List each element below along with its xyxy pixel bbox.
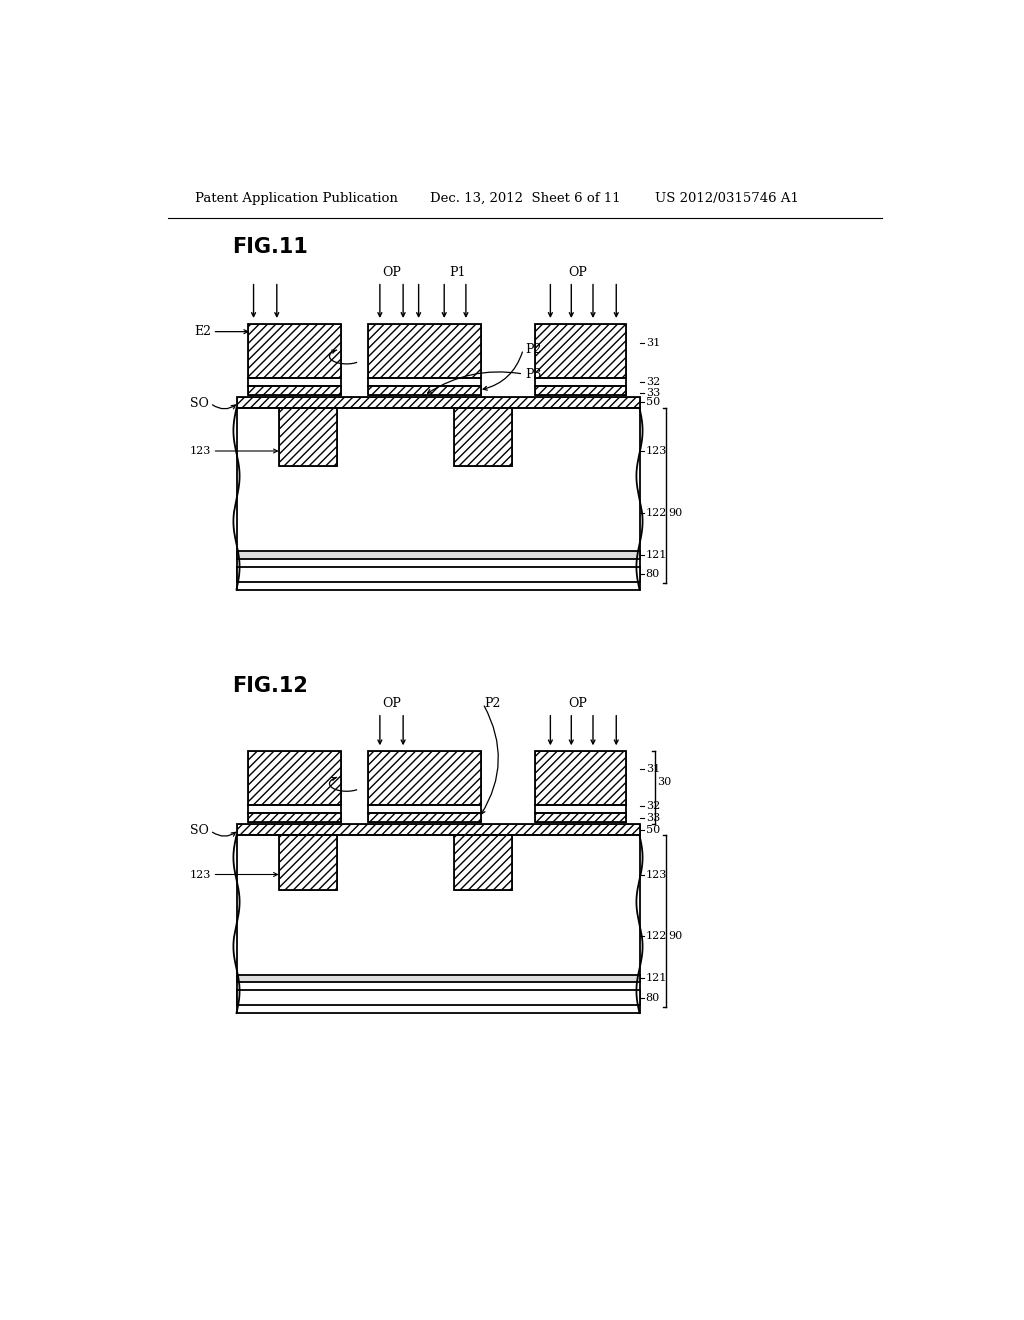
Text: P2: P2 (484, 697, 501, 710)
Text: 121: 121 (646, 550, 667, 560)
Text: P1: P1 (450, 265, 466, 279)
Bar (237, 990, 640, 1006)
Bar (237, 825, 640, 836)
Text: 30: 30 (657, 777, 672, 787)
Text: 122: 122 (646, 931, 667, 941)
Text: 90: 90 (669, 931, 682, 941)
Text: OP: OP (568, 697, 587, 710)
Text: FIG.12: FIG.12 (232, 676, 308, 696)
Bar (535, 813, 627, 822)
Bar (454, 408, 512, 466)
Bar (248, 813, 341, 822)
Text: 80: 80 (646, 569, 659, 579)
Bar (369, 378, 480, 385)
Text: 31: 31 (646, 764, 659, 774)
Text: E2: E2 (194, 325, 211, 338)
Text: OP: OP (382, 697, 401, 710)
Bar (280, 836, 337, 890)
Bar (454, 836, 512, 890)
Bar (369, 323, 480, 378)
Text: 32: 32 (646, 801, 659, 810)
Bar (237, 836, 640, 1014)
Text: 50: 50 (646, 825, 659, 834)
Bar (369, 385, 480, 395)
Bar (369, 751, 480, 805)
Bar (535, 378, 627, 385)
Bar (369, 813, 480, 822)
Bar (535, 323, 627, 378)
Bar (248, 323, 341, 378)
Bar (454, 836, 512, 890)
Bar (369, 385, 480, 395)
Text: 31: 31 (646, 338, 659, 348)
Bar (535, 385, 627, 395)
Text: P3: P3 (524, 367, 542, 380)
Bar (535, 385, 627, 395)
Text: 90: 90 (669, 508, 682, 517)
Text: 123: 123 (189, 446, 211, 455)
Bar (237, 552, 640, 558)
Bar (237, 397, 640, 408)
Bar (280, 836, 337, 890)
Text: P2: P2 (524, 343, 541, 356)
Bar (369, 751, 480, 805)
Text: 50: 50 (646, 397, 659, 408)
Bar (248, 385, 341, 395)
Text: 33: 33 (646, 388, 659, 399)
Text: 121: 121 (646, 973, 667, 983)
Text: Patent Application Publication: Patent Application Publication (196, 191, 398, 205)
Text: SO: SO (189, 824, 209, 837)
Bar (369, 813, 480, 822)
Bar (248, 813, 341, 822)
Bar (535, 751, 627, 805)
Text: SO: SO (189, 397, 209, 409)
Text: 123: 123 (646, 870, 667, 879)
Text: 123: 123 (189, 870, 211, 879)
Text: 122: 122 (646, 508, 667, 517)
Text: US 2012/0315746 A1: US 2012/0315746 A1 (655, 191, 799, 205)
Bar (248, 751, 341, 805)
Bar (454, 408, 512, 466)
Text: OP: OP (382, 265, 401, 279)
Bar (535, 751, 627, 805)
Bar (369, 323, 480, 378)
Text: OP: OP (568, 265, 587, 279)
Bar (535, 813, 627, 822)
Bar (280, 408, 337, 466)
Bar (248, 323, 341, 378)
Bar (248, 378, 341, 385)
Bar (248, 805, 341, 813)
Bar (248, 751, 341, 805)
Bar (248, 385, 341, 395)
Bar (535, 323, 627, 378)
Text: 32: 32 (646, 376, 659, 387)
Bar (369, 805, 480, 813)
Bar (237, 397, 640, 408)
Text: 123: 123 (646, 446, 667, 455)
Bar (237, 408, 640, 590)
Text: FIG.11: FIG.11 (232, 238, 308, 257)
Text: Dec. 13, 2012  Sheet 6 of 11: Dec. 13, 2012 Sheet 6 of 11 (430, 191, 621, 205)
Text: 33: 33 (646, 813, 659, 822)
Bar (535, 805, 627, 813)
Bar (237, 825, 640, 836)
Bar (237, 974, 640, 982)
Text: 80: 80 (646, 993, 659, 1003)
Bar (237, 566, 640, 582)
Bar (280, 408, 337, 466)
